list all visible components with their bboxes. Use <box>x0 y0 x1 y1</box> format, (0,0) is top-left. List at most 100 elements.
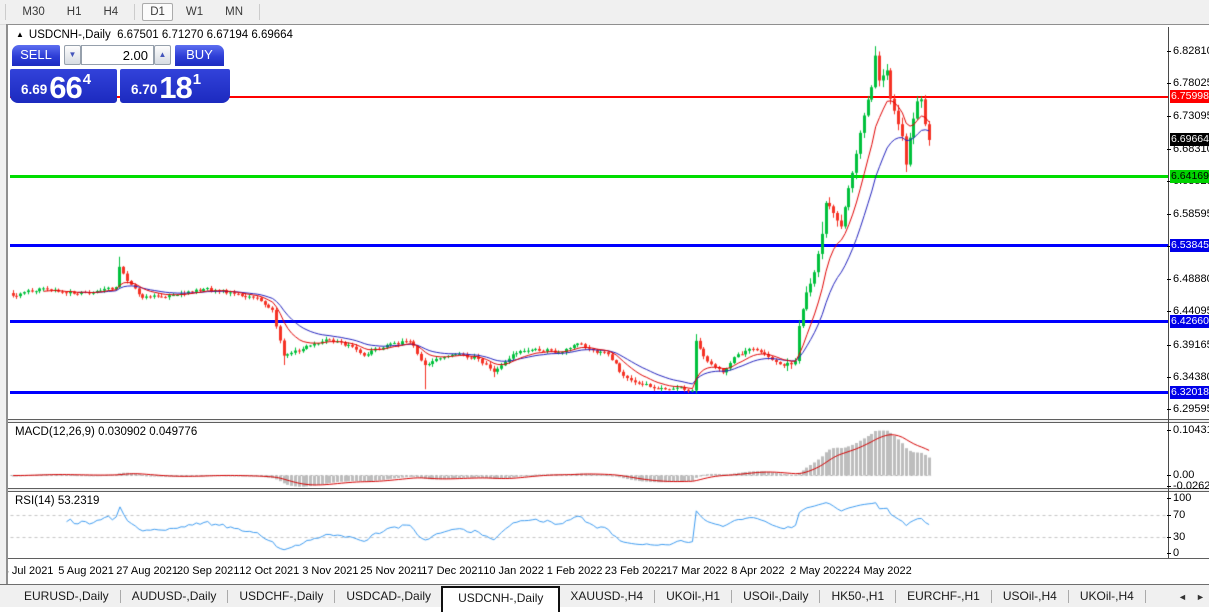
level-price-badge: 6.64169 <box>1170 169 1209 183</box>
price-tick-label: 6.58595 <box>1173 207 1209 220</box>
rsi-tick-mark <box>1167 553 1171 554</box>
volume-down-icon: ▼ <box>68 50 77 59</box>
chart-tab-usdcnh-daily[interactable]: USDCNH-,Daily <box>441 586 561 612</box>
collapse-arrow-icon[interactable]: ▲ <box>16 30 24 39</box>
tab-scroll-right-icon[interactable]: ► <box>1196 592 1205 602</box>
tabbar-bottom-strip <box>0 607 1209 612</box>
date-axis-label: 17 Dec 2021 <box>421 565 484 577</box>
sell-price-sup: 4 <box>82 71 92 88</box>
rsi-tick-mark <box>1167 498 1171 499</box>
volume-up-button[interactable]: ▲ <box>154 45 171 65</box>
tab-scroll-left-icon[interactable]: ◄ <box>1178 592 1187 602</box>
date-axis-label: 12 Oct 2021 <box>239 565 300 577</box>
tab-divider <box>119 589 121 603</box>
chart-tab-eurchf-h1[interactable]: EURCHF-,H1 <box>907 589 980 603</box>
tab-divider <box>990 589 992 603</box>
level-price-badge: 6.32018 <box>1170 386 1209 400</box>
price-tick-mark <box>1167 213 1171 215</box>
price-tick-mark <box>1167 148 1171 150</box>
chart-title: ▲ USDCNH-,Daily 6.67501 6.71270 6.67194 6… <box>16 29 293 41</box>
chart-tab-usdcad-daily[interactable]: USDCAD-,Daily <box>346 589 432 603</box>
price-tick-mark <box>1167 83 1171 85</box>
tab-divider <box>1067 589 1069 603</box>
date-axis-label: 3 Nov 2021 <box>302 565 359 577</box>
one-click-trading-panel: SELL ▼ ▲ BUY 6.69 66 4 <box>10 45 230 103</box>
sell-price-big: 66 <box>49 70 82 105</box>
volume-field-box <box>81 45 154 65</box>
buy-price-big: 18 <box>159 70 192 105</box>
volume-down-button[interactable]: ▼ <box>64 45 81 65</box>
buy-price-sup: 1 <box>192 71 202 88</box>
sell-price-display[interactable]: 6.69 66 4 <box>10 69 117 103</box>
macd-tick-label: 0.00 <box>1173 469 1195 481</box>
sell-button[interactable]: SELL <box>12 45 60 68</box>
price-axis-line <box>1168 27 1169 558</box>
pane-separator-rsi <box>8 488 1209 492</box>
price-tick-label: 6.29595 <box>1173 402 1209 415</box>
level-price-badge: 6.42660 <box>1170 314 1209 328</box>
date-axis-label: 2 May 2022 <box>790 565 848 577</box>
tab-divider <box>895 589 897 603</box>
macd-tick-mark <box>1167 486 1171 488</box>
chart-plot[interactable] <box>8 25 1209 585</box>
timeframe-button-d1[interactable]: D1 <box>142 3 173 21</box>
price-tick-mark <box>1167 279 1171 281</box>
rsi-tick-label: 0 <box>1173 547 1180 559</box>
price-tick-mark <box>1167 51 1171 52</box>
macd-indicator-label: MACD(12,26,9) 0.030902 0.049776 <box>15 426 198 438</box>
price-tick-label: 6.82810 <box>1173 45 1209 57</box>
macd-tick-label: 0.104313 <box>1173 424 1209 437</box>
price-tick-mark <box>1167 180 1171 182</box>
chart-ohlc-values: 6.67501 6.71270 6.67194 6.69664 <box>117 29 293 41</box>
level-price-badge: 6.75998 <box>1170 90 1209 104</box>
volume-up-icon: ▲ <box>158 50 167 59</box>
chart-tab-eurusd-daily[interactable]: EURUSD-,Daily <box>24 589 109 603</box>
chart-tab-usoil-daily[interactable]: USOil-,Daily <box>743 589 809 603</box>
chart-tab-usoil-h4[interactable]: USOil-,H4 <box>1002 589 1057 603</box>
chart-window: 6.828106.780256.730956.683106.635256.585… <box>6 24 1209 586</box>
date-axis-label: 27 Aug 2021 <box>116 565 179 577</box>
price-tick-mark <box>1167 311 1171 313</box>
rsi-indicator-label: RSI(14) 53.2319 <box>15 495 100 507</box>
price-tick-mark <box>1167 408 1171 410</box>
tab-divider <box>819 589 821 603</box>
buy-price-display[interactable]: 6.70 18 1 <box>120 69 230 103</box>
date-axis-label: 8 Apr 2022 <box>731 565 785 577</box>
price-tick-mark <box>1167 116 1171 118</box>
date-axis-label: 20 Sep 2021 <box>177 565 240 577</box>
timeframe-button-w1[interactable]: W1 <box>185 6 204 18</box>
chart-tab-xauusd-h4[interactable]: XAUUSD-,H4 <box>570 589 644 603</box>
pane-separator-macd <box>8 419 1209 423</box>
chart-tab-usdchf-daily[interactable]: USDCHF-,Daily <box>239 589 324 603</box>
chart-tab-audusd-daily[interactable]: AUDUSD-,Daily <box>131 589 217 603</box>
price-tick-label: 6.34380 <box>1173 370 1209 383</box>
sell-price-small: 6.69 <box>21 82 48 97</box>
tab-divider <box>227 589 229 603</box>
date-axis-label: 10 Jan 2022 <box>483 565 544 577</box>
current-price-badge: 6.69664 <box>1170 132 1209 146</box>
toolbar-separator <box>134 4 136 20</box>
rsi-tick-label: 100 <box>1173 492 1192 504</box>
buy-price-small: 6.70 <box>131 82 158 97</box>
price-tick-label: 6.73095 <box>1173 110 1209 123</box>
tab-divider <box>731 589 733 603</box>
chart-tab-bar: EURUSD-,Daily AUDUSD-,Daily USDCHF-,Daily U… <box>0 584 1209 612</box>
chart-tab-hk50-h1[interactable]: HK50-,H1 <box>831 589 885 603</box>
volume-input[interactable] <box>82 46 153 64</box>
timeframe-button-h4[interactable]: H4 <box>103 6 119 18</box>
timeframe-button-h1[interactable]: H1 <box>66 6 82 18</box>
rsi-tick-mark <box>1167 514 1171 516</box>
timeframe-button-m30[interactable]: M30 <box>22 6 45 18</box>
chart-tab-ukoil-h4[interactable]: UKOil-,H4 <box>1079 589 1134 603</box>
chart-tab-ukoil-h1[interactable]: UKOil-,H1 <box>666 589 721 603</box>
date-axis-label: 17 Mar 2022 <box>665 565 728 577</box>
buy-button[interactable]: BUY <box>175 45 224 68</box>
price-tick-mark <box>1167 245 1171 247</box>
rsi-tick-mark <box>1167 536 1171 538</box>
timeframe-button-mn[interactable]: MN <box>225 6 244 18</box>
rsi-tick-label: 70 <box>1173 508 1186 521</box>
timeframe-toolbar: 5M30H1H4D1W1MN <box>0 0 1209 25</box>
price-tick-label: 6.44095 <box>1173 305 1209 318</box>
toolbar-separator <box>5 4 7 20</box>
